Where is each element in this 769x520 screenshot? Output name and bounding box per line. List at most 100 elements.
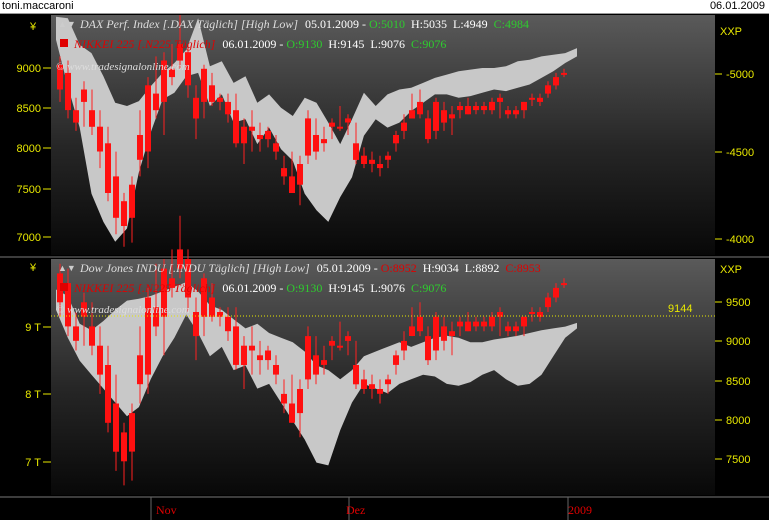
candle (161, 52, 167, 135)
candle (441, 316, 447, 351)
month-label-2009: 2009 (568, 503, 592, 517)
candles-group-bottom (57, 215, 567, 486)
candle (393, 350, 399, 375)
top-right-unit: XXP (720, 26, 742, 38)
candle (489, 312, 495, 332)
watermark-top: © www.tradesignalonline.com (56, 61, 190, 73)
candle (129, 176, 135, 243)
candle (57, 56, 63, 102)
candle (337, 106, 343, 131)
candle (217, 307, 223, 327)
collapse-arrow-icon: ▲▼ (58, 263, 76, 273)
bottom-right-unit: XXP (720, 264, 742, 276)
candle (113, 374, 119, 471)
candle (241, 118, 247, 164)
candle (169, 249, 175, 298)
left-tick-label: 7500 (17, 184, 41, 196)
candle (505, 106, 511, 119)
candle (273, 355, 279, 385)
candle (137, 326, 143, 404)
candle (369, 374, 375, 399)
candle (89, 302, 95, 356)
legend-dow: ▲▼ Dow Jones INDU [.INDU Täglich] [High … (58, 261, 541, 275)
candle (537, 93, 543, 106)
candle (257, 122, 263, 152)
candle (353, 122, 359, 164)
plot-area-top (51, 15, 715, 255)
candle (121, 422, 127, 486)
month-label-dez: Dez (346, 503, 365, 517)
svg-text:NIKKEI 225 [.N225 Täglich]: NIKKEI 225 [.N225 Täglich] 06.01.2009 - … (73, 37, 446, 51)
candle (177, 215, 183, 279)
candle (497, 93, 503, 119)
candle (465, 312, 471, 332)
candle (233, 93, 239, 148)
candle (281, 155, 287, 185)
candle (377, 155, 383, 177)
candle (417, 302, 423, 337)
candle (305, 110, 311, 164)
candle (329, 118, 335, 140)
candle (401, 331, 407, 361)
candle (401, 114, 407, 140)
candle (105, 345, 111, 433)
candle (497, 307, 503, 337)
candle (321, 345, 327, 375)
candle (513, 106, 519, 119)
candle (73, 97, 79, 131)
candle (465, 97, 471, 115)
candle (433, 312, 439, 361)
left-tick-label: 9000 (17, 63, 41, 75)
candle (393, 130, 399, 152)
candle (201, 273, 207, 337)
candle (481, 101, 487, 115)
candle (369, 151, 375, 173)
candle (193, 85, 199, 140)
candle (201, 64, 207, 119)
nikkei-swatch (60, 39, 68, 47)
candle (361, 147, 367, 169)
candle (545, 81, 551, 98)
candle (153, 263, 159, 337)
candle (385, 374, 391, 394)
candle (377, 379, 383, 404)
candle (321, 126, 327, 152)
candle (161, 259, 167, 356)
candle (409, 93, 415, 119)
candle (241, 336, 247, 389)
user-name: toni.maccaroni (2, 0, 74, 12)
candle (297, 155, 303, 206)
candle (193, 297, 199, 361)
candle (185, 44, 191, 98)
candle (97, 110, 103, 169)
candle (449, 106, 455, 135)
bottom-left-unit: ¥ (29, 262, 37, 274)
candle (409, 307, 415, 337)
candle (505, 321, 511, 337)
candle (65, 268, 71, 337)
candle (481, 316, 487, 332)
candle (225, 307, 231, 341)
right-tick-label: 8500 (726, 376, 750, 388)
right-tick-label: 7500 (726, 454, 750, 466)
svg-text:DAX Perf. Index [.DAX Täglich: DAX Perf. Index [.DAX Täglich] [High Low… (79, 17, 529, 31)
candle (289, 151, 295, 193)
candle (217, 93, 223, 111)
right-tick-label: -5000 (726, 69, 754, 81)
candle (521, 316, 527, 337)
left-tick-label: 7000 (17, 232, 41, 244)
candle (81, 81, 87, 127)
window-titlebar: toni.maccaroni 06.01.2009 (0, 0, 769, 14)
candle (529, 307, 535, 322)
right-tick-label: 8000 (726, 415, 750, 427)
candle (81, 292, 87, 346)
candle (169, 44, 175, 86)
candle (273, 135, 279, 160)
candle (473, 101, 479, 115)
candle (553, 283, 559, 303)
left-tick-label: 9 T (25, 322, 41, 334)
candle (145, 77, 151, 169)
candle (257, 340, 263, 375)
candle (233, 307, 239, 370)
candle (297, 379, 303, 438)
